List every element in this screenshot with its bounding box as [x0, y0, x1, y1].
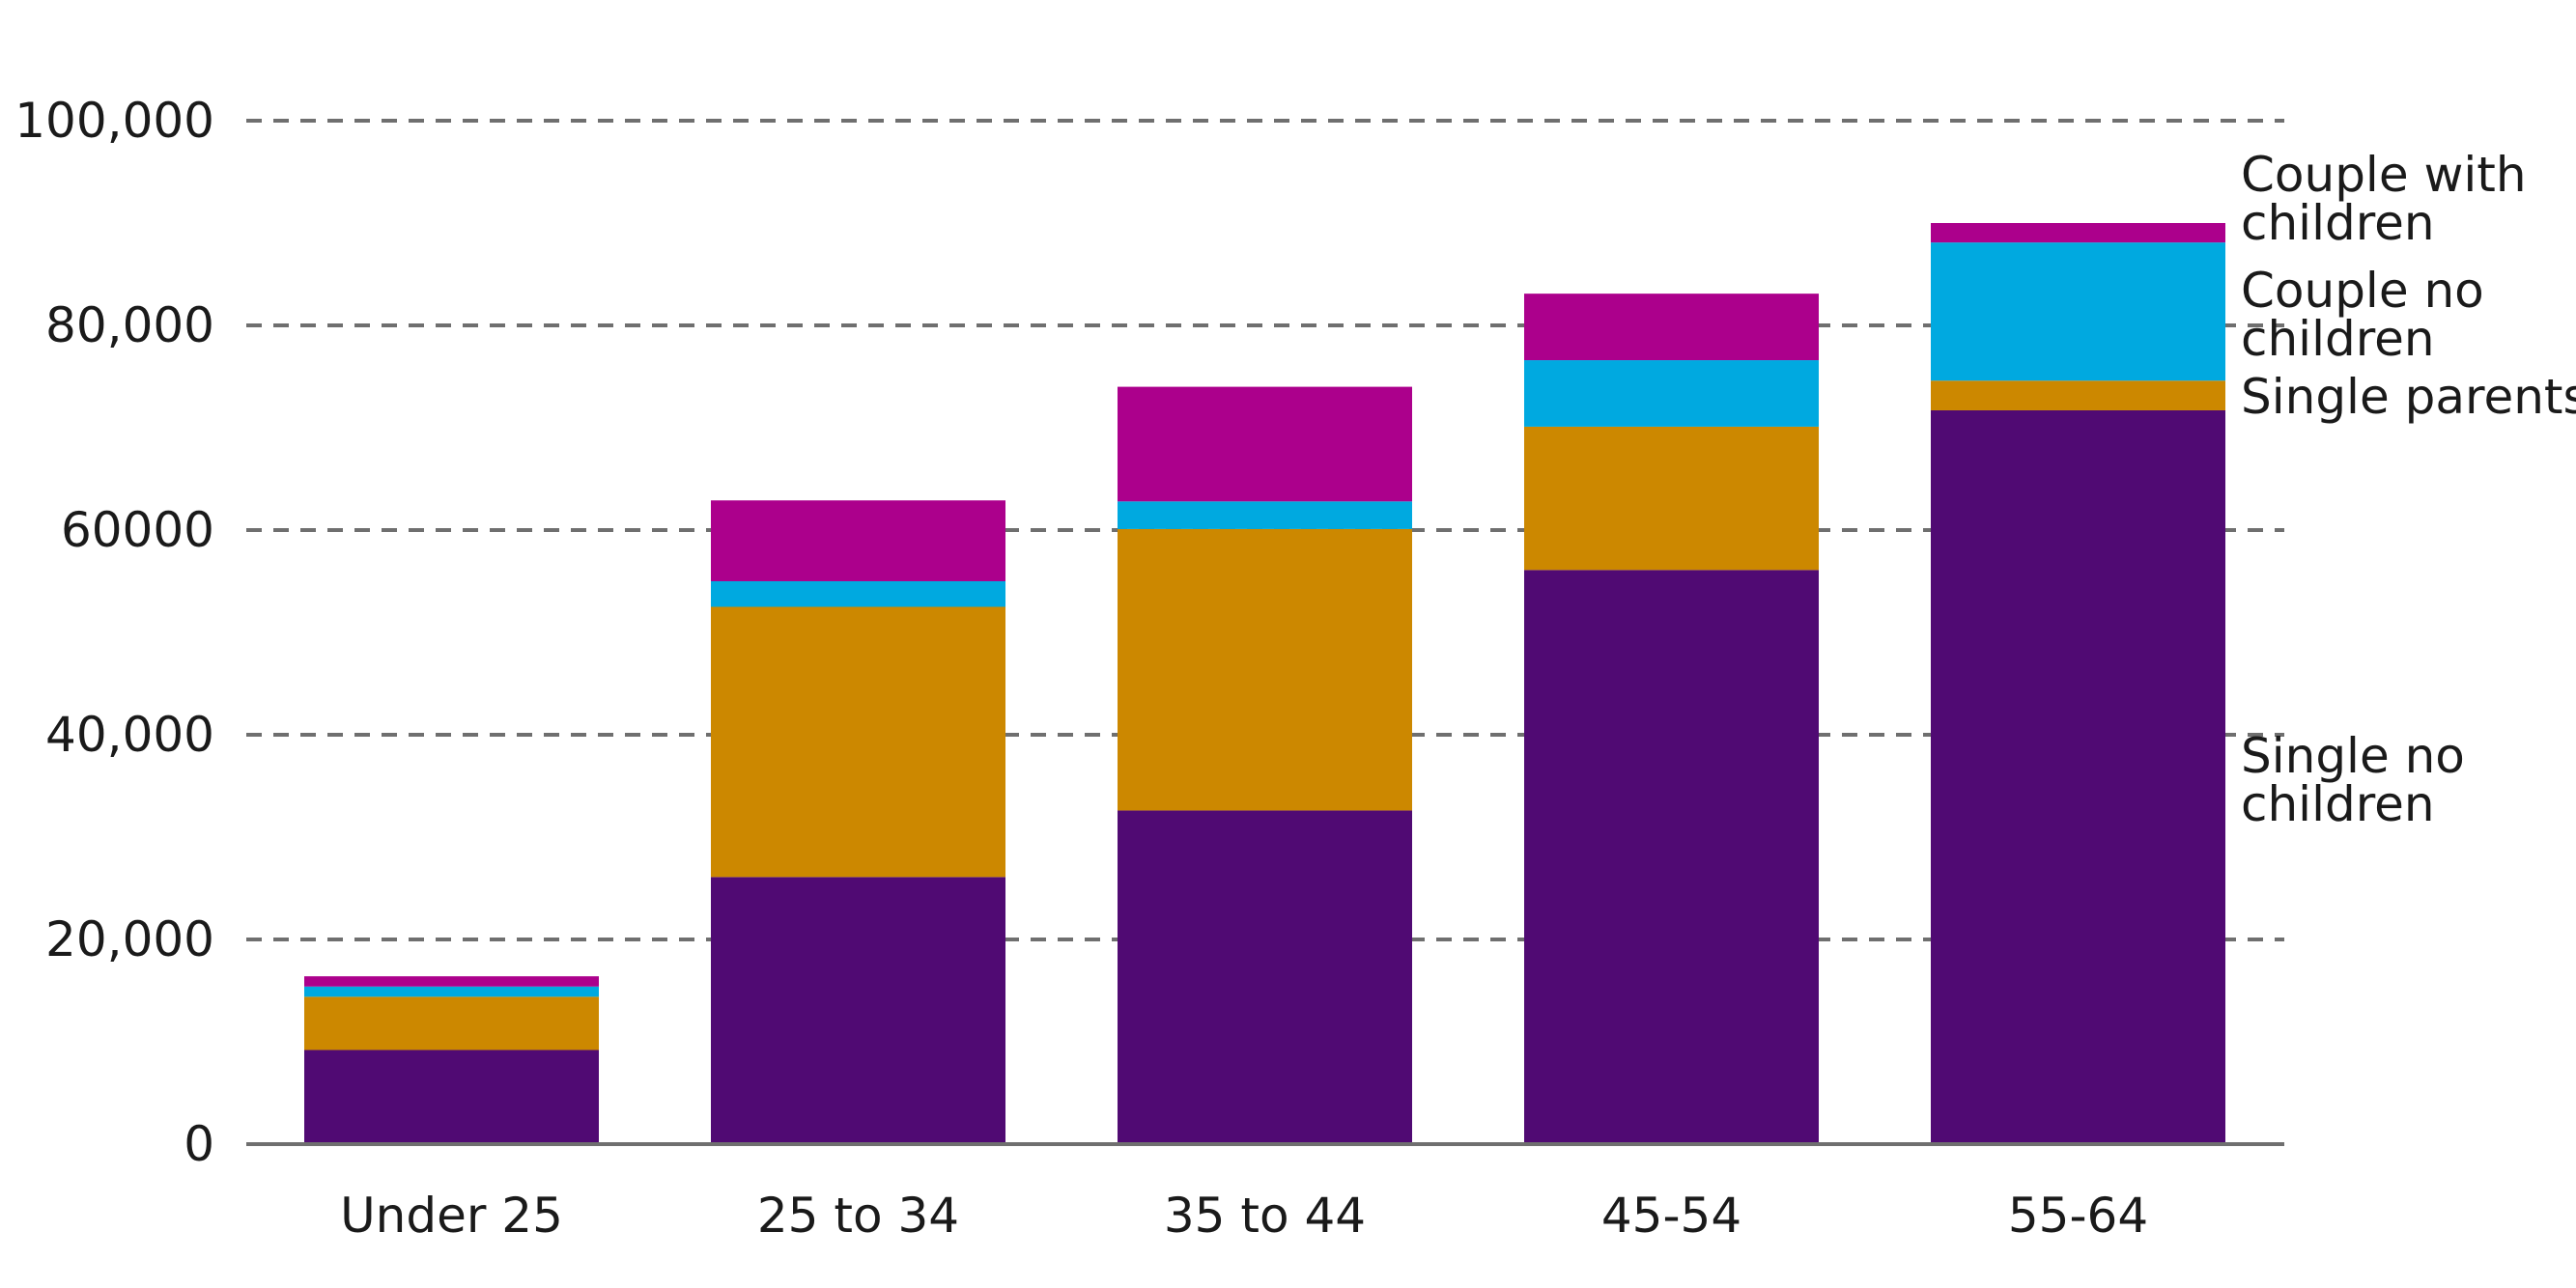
y-tick-label: 20,000 — [45, 911, 214, 967]
x-tick-label: 35 to 44 — [1164, 1188, 1366, 1244]
legend-label: Couple no — [2241, 263, 2484, 319]
legend-label: Single no — [2241, 728, 2465, 784]
y-axis-tick-labels: 0 20,000 40,000 60000 80,000 100,000 — [14, 93, 214, 1172]
y-tick-label: 40,000 — [45, 707, 214, 763]
bar-segment — [711, 581, 1005, 607]
bar-stack — [1118, 386, 1412, 1144]
bar-segment — [711, 500, 1005, 581]
y-tick-label: 100,000 — [14, 93, 214, 149]
bar-segment — [1524, 570, 1819, 1144]
x-tick-label: 55-64 — [2008, 1188, 2148, 1244]
bar-segment — [304, 976, 599, 987]
bar-segment — [1931, 242, 2225, 381]
bar-stack — [1931, 223, 2225, 1145]
y-tick-label: 60000 — [61, 502, 214, 558]
bar-segment — [1524, 360, 1819, 427]
bar-segment — [1524, 426, 1819, 571]
bar-segment — [1118, 528, 1412, 811]
x-tick-label: 25 to 34 — [757, 1188, 959, 1244]
bar-stack — [1524, 294, 1819, 1144]
bar-stack — [711, 500, 1005, 1144]
bar-segment — [1931, 223, 2225, 243]
legend-label: Single parents — [2241, 369, 2576, 425]
bar-segment — [1524, 294, 1819, 361]
legend-entry: Single parents — [2241, 369, 2576, 425]
y-tick-label: 80,000 — [45, 297, 214, 353]
bar-stack — [304, 976, 599, 1144]
bar-segment — [1118, 810, 1412, 1144]
bar-segment — [304, 996, 599, 1050]
bar-segment — [711, 877, 1005, 1144]
legend-label: children — [2241, 311, 2435, 367]
x-tick-label: Under 25 — [340, 1188, 563, 1244]
gridlines — [246, 119, 2284, 941]
x-tick-label: 45-54 — [1601, 1188, 1741, 1244]
bar-segment — [304, 1050, 599, 1144]
legend-label: children — [2241, 776, 2435, 832]
bar-segment — [1931, 380, 2225, 410]
legend-label: Couple with — [2241, 147, 2527, 203]
bars — [304, 223, 2225, 1145]
bar-segment — [1118, 501, 1412, 529]
bar-segment — [1931, 409, 2225, 1145]
bar-segment — [304, 986, 599, 997]
x-axis-tick-labels: Under 25 25 to 34 35 to 44 45-54 55-64 — [340, 1188, 2148, 1244]
legend-label: children — [2241, 195, 2435, 251]
bar-segment — [711, 606, 1005, 878]
bar-segment — [1118, 386, 1412, 502]
y-tick-label: 0 — [184, 1116, 214, 1172]
